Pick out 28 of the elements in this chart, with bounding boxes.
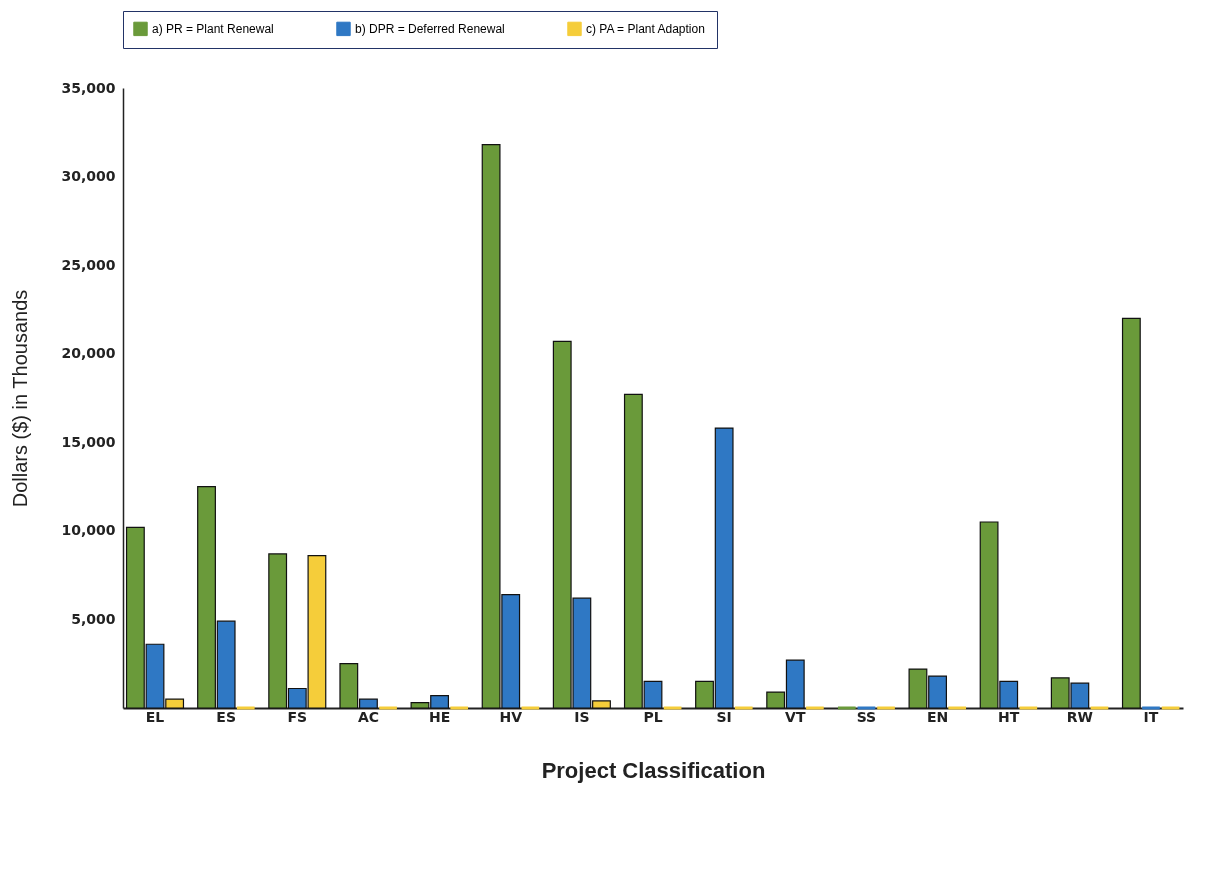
- x-tick-label: AC: [357, 708, 379, 725]
- y-tick-label: 30,000: [61, 168, 116, 185]
- y-tick-label: 15,000: [61, 433, 116, 450]
- y-tick-label: 20,000: [61, 345, 116, 362]
- x-tick-label: HT: [998, 708, 1020, 725]
- bar: [1121, 317, 1141, 709]
- x-tick-label: RW: [1066, 708, 1093, 725]
- y-tick-label: 25,000: [61, 256, 116, 273]
- x-tick-label: FS: [287, 708, 308, 725]
- x-tick-label: EN: [926, 708, 949, 725]
- x-tick-label: IS: [574, 708, 590, 725]
- y-tick-label: 5,000: [71, 610, 116, 627]
- legend-label: b) DPR = Deferred Renewal: [355, 21, 505, 36]
- x-tick-label: ES: [216, 708, 236, 725]
- x-tick-label: SS: [856, 708, 877, 725]
- x-tick-label: IT: [1143, 708, 1159, 725]
- y-tick-label: 35,000: [61, 79, 116, 96]
- legend-label: a) PR = Plant Renewal: [152, 21, 274, 36]
- x-tick-label: VT: [785, 708, 806, 725]
- x-tick-label: SI: [716, 708, 732, 725]
- x-axis-title: Project Classification: [541, 757, 766, 783]
- x-tick-label: EL: [145, 708, 165, 725]
- x-tick-label: HE: [428, 708, 451, 725]
- legend-label: c) PA = Plant Adaption: [586, 21, 705, 36]
- y-tick-label: 10,000: [61, 522, 116, 539]
- y-axis-title: Dollars ($) in Thousands: [9, 289, 32, 508]
- x-tick-label: HV: [499, 708, 523, 725]
- x-tick-label: PL: [643, 708, 663, 725]
